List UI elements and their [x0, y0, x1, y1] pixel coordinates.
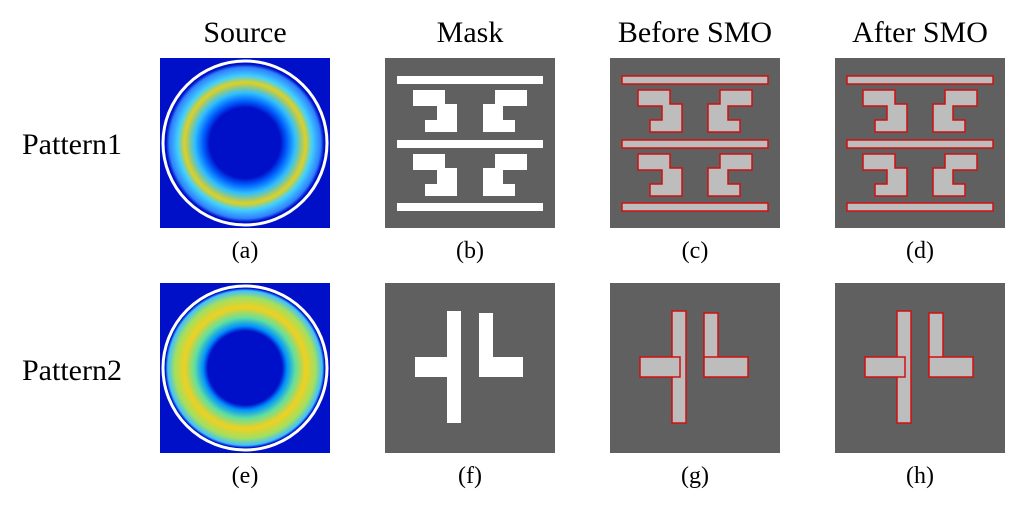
caption: (f) — [458, 463, 482, 489]
caption: (e) — [232, 463, 259, 489]
mask-panel — [385, 58, 555, 228]
caption: (b) — [456, 238, 484, 264]
before-panel — [610, 58, 780, 228]
caption: (h) — [906, 463, 934, 489]
column-header: After SMO — [852, 16, 988, 49]
mask-panel — [385, 283, 555, 453]
caption: (a) — [232, 238, 259, 264]
row-label: Pattern1 — [22, 128, 122, 161]
row-label: Pattern2 — [22, 354, 122, 387]
column-header: Before SMO — [618, 16, 772, 49]
caption: (c) — [682, 238, 709, 264]
source-panel — [160, 58, 330, 228]
column-header: Mask — [437, 16, 504, 49]
before-panel — [610, 283, 780, 453]
caption: (g) — [681, 463, 709, 489]
after-panel — [835, 58, 1005, 228]
after-panel — [835, 283, 1005, 453]
caption: (d) — [906, 238, 934, 264]
column-header: Source — [203, 16, 286, 49]
source-panel — [160, 283, 330, 453]
